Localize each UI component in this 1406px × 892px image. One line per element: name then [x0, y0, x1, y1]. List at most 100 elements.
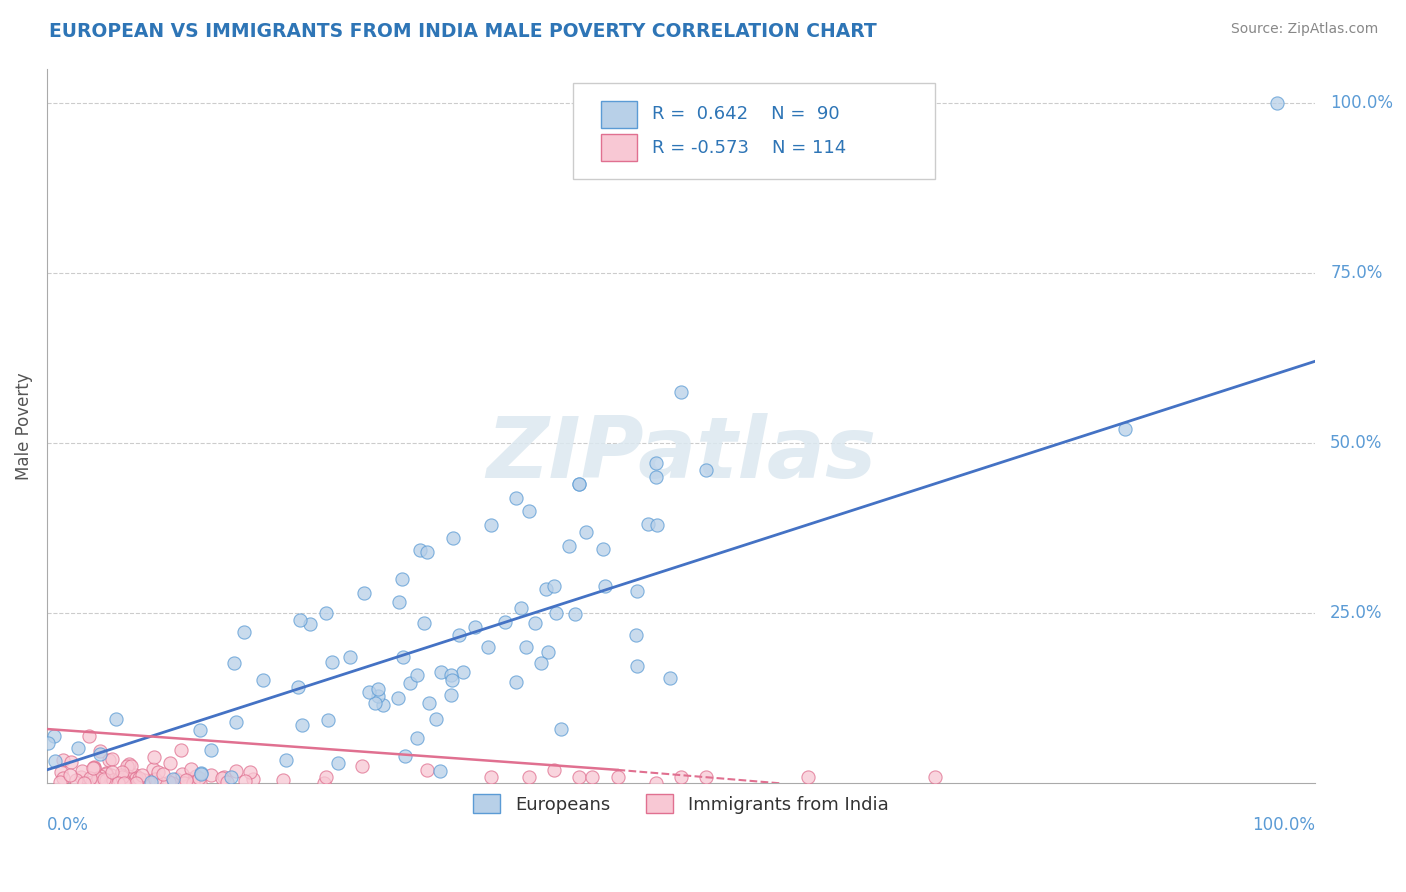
- Point: [98, 753, 121, 767]
- Point: [575, 524, 598, 539]
- Point: [364, 696, 387, 710]
- Point: [111, 770, 134, 784]
- Point: [568, 476, 591, 491]
- Point: [117, 769, 139, 783]
- Point: [517, 504, 540, 518]
- Point: [1114, 422, 1136, 436]
- Point: [79, 771, 101, 785]
- Point: [111, 764, 134, 779]
- Point: [183, 776, 205, 790]
- Point: [523, 616, 546, 631]
- Point: [409, 543, 432, 558]
- Point: [87, 771, 110, 785]
- Text: 50.0%: 50.0%: [1330, 434, 1382, 452]
- Point: [318, 714, 340, 728]
- Text: 100.0%: 100.0%: [1251, 815, 1315, 834]
- Point: [425, 712, 447, 726]
- Point: [624, 628, 647, 642]
- Point: [149, 776, 172, 790]
- Point: [626, 659, 648, 673]
- Point: [142, 749, 165, 764]
- Point: [157, 775, 180, 789]
- Point: [505, 491, 527, 505]
- Point: [211, 771, 233, 785]
- Point: [131, 767, 153, 781]
- Point: [128, 771, 150, 785]
- Point: [107, 776, 129, 790]
- Y-axis label: Male Poverty: Male Poverty: [15, 372, 32, 480]
- Point: [90, 773, 112, 788]
- Point: [252, 673, 274, 687]
- Point: [644, 470, 666, 484]
- FancyBboxPatch shape: [574, 83, 935, 179]
- Point: [339, 650, 361, 665]
- Point: [592, 541, 614, 556]
- Point: [188, 723, 211, 737]
- Point: [180, 762, 202, 776]
- Point: [550, 722, 572, 736]
- Point: [148, 764, 170, 779]
- Point: [141, 775, 163, 789]
- Point: [326, 756, 349, 770]
- Text: 75.0%: 75.0%: [1330, 264, 1382, 282]
- Point: [546, 606, 568, 620]
- Point: [115, 758, 138, 772]
- Point: [447, 627, 470, 641]
- Point: [89, 747, 111, 762]
- Point: [100, 768, 122, 782]
- Point: [174, 776, 197, 790]
- Point: [103, 775, 125, 789]
- Point: [626, 584, 648, 599]
- Point: [107, 772, 129, 787]
- Point: [186, 769, 208, 783]
- Point: [190, 766, 212, 780]
- Point: [387, 691, 409, 706]
- Point: [125, 776, 148, 790]
- Point: [173, 776, 195, 790]
- Point: [49, 765, 72, 780]
- Point: [117, 772, 139, 786]
- Point: [796, 770, 818, 784]
- Point: [114, 774, 136, 789]
- Point: [441, 532, 464, 546]
- Point: [94, 773, 117, 788]
- Text: 25.0%: 25.0%: [1330, 604, 1382, 623]
- Point: [125, 771, 148, 785]
- Point: [101, 776, 124, 790]
- Point: [160, 776, 183, 790]
- Point: [453, 665, 475, 679]
- Point: [593, 579, 616, 593]
- Point: [637, 517, 659, 532]
- Point: [860, 95, 883, 110]
- Point: [695, 463, 717, 477]
- Point: [188, 776, 211, 790]
- Point: [190, 767, 212, 781]
- Point: [515, 640, 537, 655]
- Point: [399, 676, 422, 690]
- Point: [413, 616, 436, 631]
- Text: 100.0%: 100.0%: [1330, 94, 1393, 112]
- Point: [200, 743, 222, 757]
- Point: [530, 656, 553, 670]
- Point: [89, 769, 111, 783]
- Point: [564, 607, 586, 621]
- Point: [242, 772, 264, 787]
- Point: [219, 770, 242, 784]
- Point: [479, 770, 502, 784]
- Point: [97, 776, 120, 790]
- Point: [79, 729, 101, 743]
- Point: [391, 650, 413, 665]
- Point: [695, 770, 717, 784]
- Point: [152, 767, 174, 781]
- Point: [644, 457, 666, 471]
- Point: [159, 756, 181, 770]
- Point: [290, 613, 312, 627]
- Point: [225, 764, 247, 778]
- Point: [222, 657, 245, 671]
- Legend: Europeans, Immigrants from India: Europeans, Immigrants from India: [467, 787, 896, 821]
- Point: [494, 615, 516, 629]
- Point: [353, 586, 375, 600]
- Point: [287, 680, 309, 694]
- Point: [391, 572, 413, 586]
- FancyBboxPatch shape: [600, 135, 637, 161]
